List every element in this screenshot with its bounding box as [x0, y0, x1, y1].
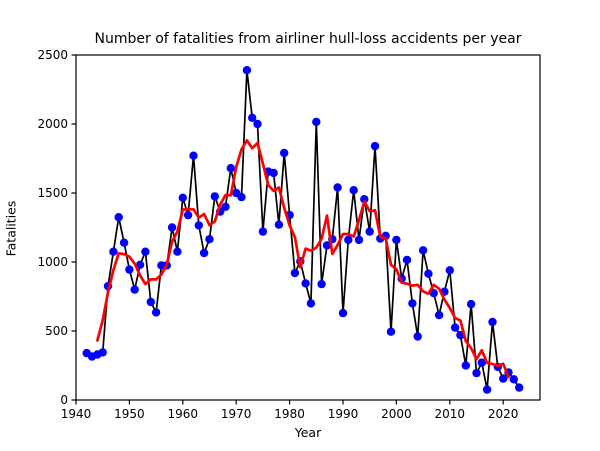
data-point — [333, 183, 342, 192]
data-point — [114, 213, 123, 222]
data-point — [408, 299, 417, 308]
data-point — [258, 227, 268, 236]
data-line — [85, 69, 521, 391]
data-point — [280, 148, 289, 158]
x-tick-label: 1970 — [221, 407, 252, 421]
y-tick-label: 500 — [45, 324, 68, 338]
data-point — [509, 375, 518, 384]
x-tick-label: 1940 — [61, 407, 92, 421]
data-point — [424, 269, 433, 278]
data-point — [205, 235, 214, 244]
data-point — [344, 235, 353, 245]
x-axis-label: Year — [294, 425, 322, 440]
data-point — [151, 308, 161, 317]
x-tick-label: 1980 — [274, 407, 305, 421]
data-point — [194, 221, 203, 230]
data-point — [472, 368, 481, 378]
data-point — [242, 66, 252, 75]
x-tick-label: 1950 — [114, 407, 145, 421]
data-point — [413, 332, 422, 341]
data-point — [301, 279, 310, 288]
y-tick-label: 2500 — [37, 48, 68, 62]
x-tick-label: 2020 — [488, 407, 519, 421]
x-tick-label: 1990 — [328, 407, 359, 421]
data-point — [237, 192, 246, 202]
trend-line — [96, 139, 510, 379]
plot-frame — [75, 54, 541, 401]
data-point — [125, 265, 134, 274]
data-point — [402, 255, 412, 265]
data-point — [135, 260, 145, 269]
data-point — [477, 358, 486, 367]
data-point — [418, 246, 428, 255]
y-tick-label: 0 — [60, 393, 68, 407]
data-point — [482, 385, 492, 394]
data-point — [98, 348, 107, 357]
data-point — [360, 195, 369, 204]
data-point — [499, 374, 508, 383]
data-point — [322, 241, 332, 250]
x-tick-label: 2010 — [434, 407, 465, 421]
data-point — [253, 119, 262, 129]
data-point — [173, 247, 182, 256]
data-point — [312, 117, 321, 127]
data-point — [450, 323, 460, 332]
data-point — [515, 383, 524, 392]
data-point — [210, 192, 219, 201]
data-point — [466, 299, 476, 309]
data-point — [189, 151, 198, 160]
data-point — [349, 186, 358, 195]
y-tick-label: 1000 — [37, 255, 68, 269]
data-point — [429, 288, 438, 298]
data-point — [365, 227, 374, 236]
data-point — [167, 223, 177, 232]
y-tick-label: 2000 — [37, 117, 68, 131]
y-axis-label: Fatalities — [3, 200, 19, 257]
data-point — [290, 268, 300, 278]
data-point — [317, 279, 326, 289]
data-point — [461, 361, 470, 370]
data-point — [119, 238, 129, 247]
data-point — [146, 297, 155, 307]
data-point — [269, 168, 278, 178]
data-point — [306, 299, 316, 308]
data-point — [221, 202, 230, 211]
x-tick-label: 2000 — [381, 407, 412, 421]
data-point — [392, 235, 401, 245]
data-point — [338, 308, 348, 318]
data-point — [370, 141, 380, 151]
chart-title: Number of fatalities from airliner hull-… — [94, 31, 522, 47]
data-point — [488, 317, 497, 327]
data-point — [445, 266, 454, 275]
y-tick-label: 1500 — [37, 186, 68, 200]
data-point — [141, 247, 150, 256]
data-point — [199, 248, 209, 258]
data-point — [354, 235, 364, 245]
data-point — [178, 193, 187, 202]
data-point — [386, 327, 396, 336]
data-point — [109, 247, 118, 256]
data-point — [130, 285, 139, 294]
data-point — [434, 310, 444, 320]
x-tick-label: 1960 — [168, 407, 199, 421]
data-point — [226, 164, 235, 173]
data-point — [183, 210, 193, 220]
data-point — [274, 220, 284, 229]
data-point — [248, 113, 257, 123]
